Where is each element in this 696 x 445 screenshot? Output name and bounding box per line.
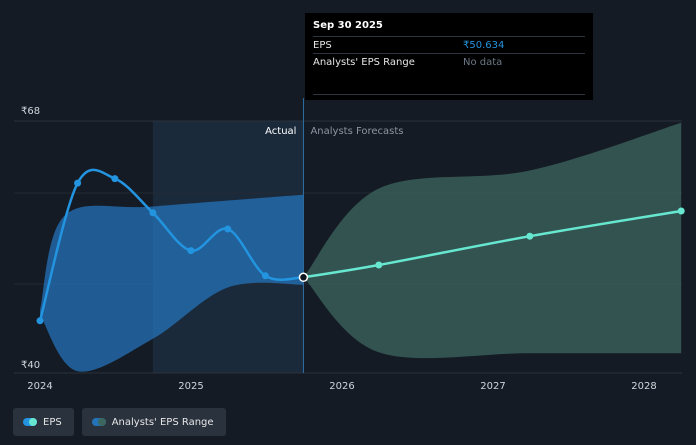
series-1-point-2 [526, 232, 534, 240]
series-0-point-2 [111, 175, 119, 183]
series-line-0 [38, 168, 305, 323]
chart-legend: EPS Analysts' EPS Range [13, 408, 226, 436]
tooltip-range-value: No data [463, 57, 503, 68]
x-tick-2025: 2025 [178, 381, 203, 392]
legend-range-label: Analysts' EPS Range [111, 416, 214, 428]
x-tick-2027: 2027 [480, 381, 505, 392]
series-0-point-0 [36, 317, 44, 325]
eps-swatch-icon [23, 418, 37, 426]
region-label-actual: Actual [265, 126, 296, 137]
series-0-point-3 [149, 209, 157, 217]
legend-item-eps-range[interactable]: Analysts' EPS Range [81, 408, 226, 436]
series-1-point-1 [375, 261, 383, 269]
y-label-max: ₹68 [21, 106, 40, 117]
series-1-point-3 [677, 207, 685, 215]
x-tick-2026: 2026 [329, 381, 354, 392]
tooltip-eps-label: EPS [313, 40, 332, 51]
tooltip-eps-value: ₹50.634 [463, 40, 505, 51]
tooltip-divider [313, 94, 585, 95]
tooltip-range-label: Analysts' EPS Range [313, 57, 415, 68]
x-tick-2024: 2024 [27, 381, 52, 392]
series-line-1 [302, 209, 683, 279]
series-0-point-6 [261, 272, 269, 280]
tooltip-date: Sep 30 2025 [313, 20, 383, 31]
hover-tooltip: Sep 30 2025 EPS ₹50.634 Analysts' EPS Ra… [305, 13, 593, 100]
x-tick-2028: 2028 [631, 381, 656, 392]
tooltip-row-eps: EPS ₹50.634 [313, 36, 585, 53]
eps-range-band-forecast [303, 122, 682, 359]
region-label-forecast: Analysts Forecasts [310, 126, 403, 137]
hover-point [298, 272, 309, 283]
legend-eps-label: EPS [43, 416, 62, 428]
legend-item-eps[interactable]: EPS [13, 408, 74, 436]
series-0-point-4 [187, 247, 195, 255]
series-0-point-1 [74, 179, 82, 187]
tooltip-row-range: Analysts' EPS Range No data [313, 53, 585, 70]
series-0-point-5 [224, 225, 232, 233]
y-label-min: ₹40 [21, 360, 40, 371]
range-swatch-icon [91, 418, 106, 426]
